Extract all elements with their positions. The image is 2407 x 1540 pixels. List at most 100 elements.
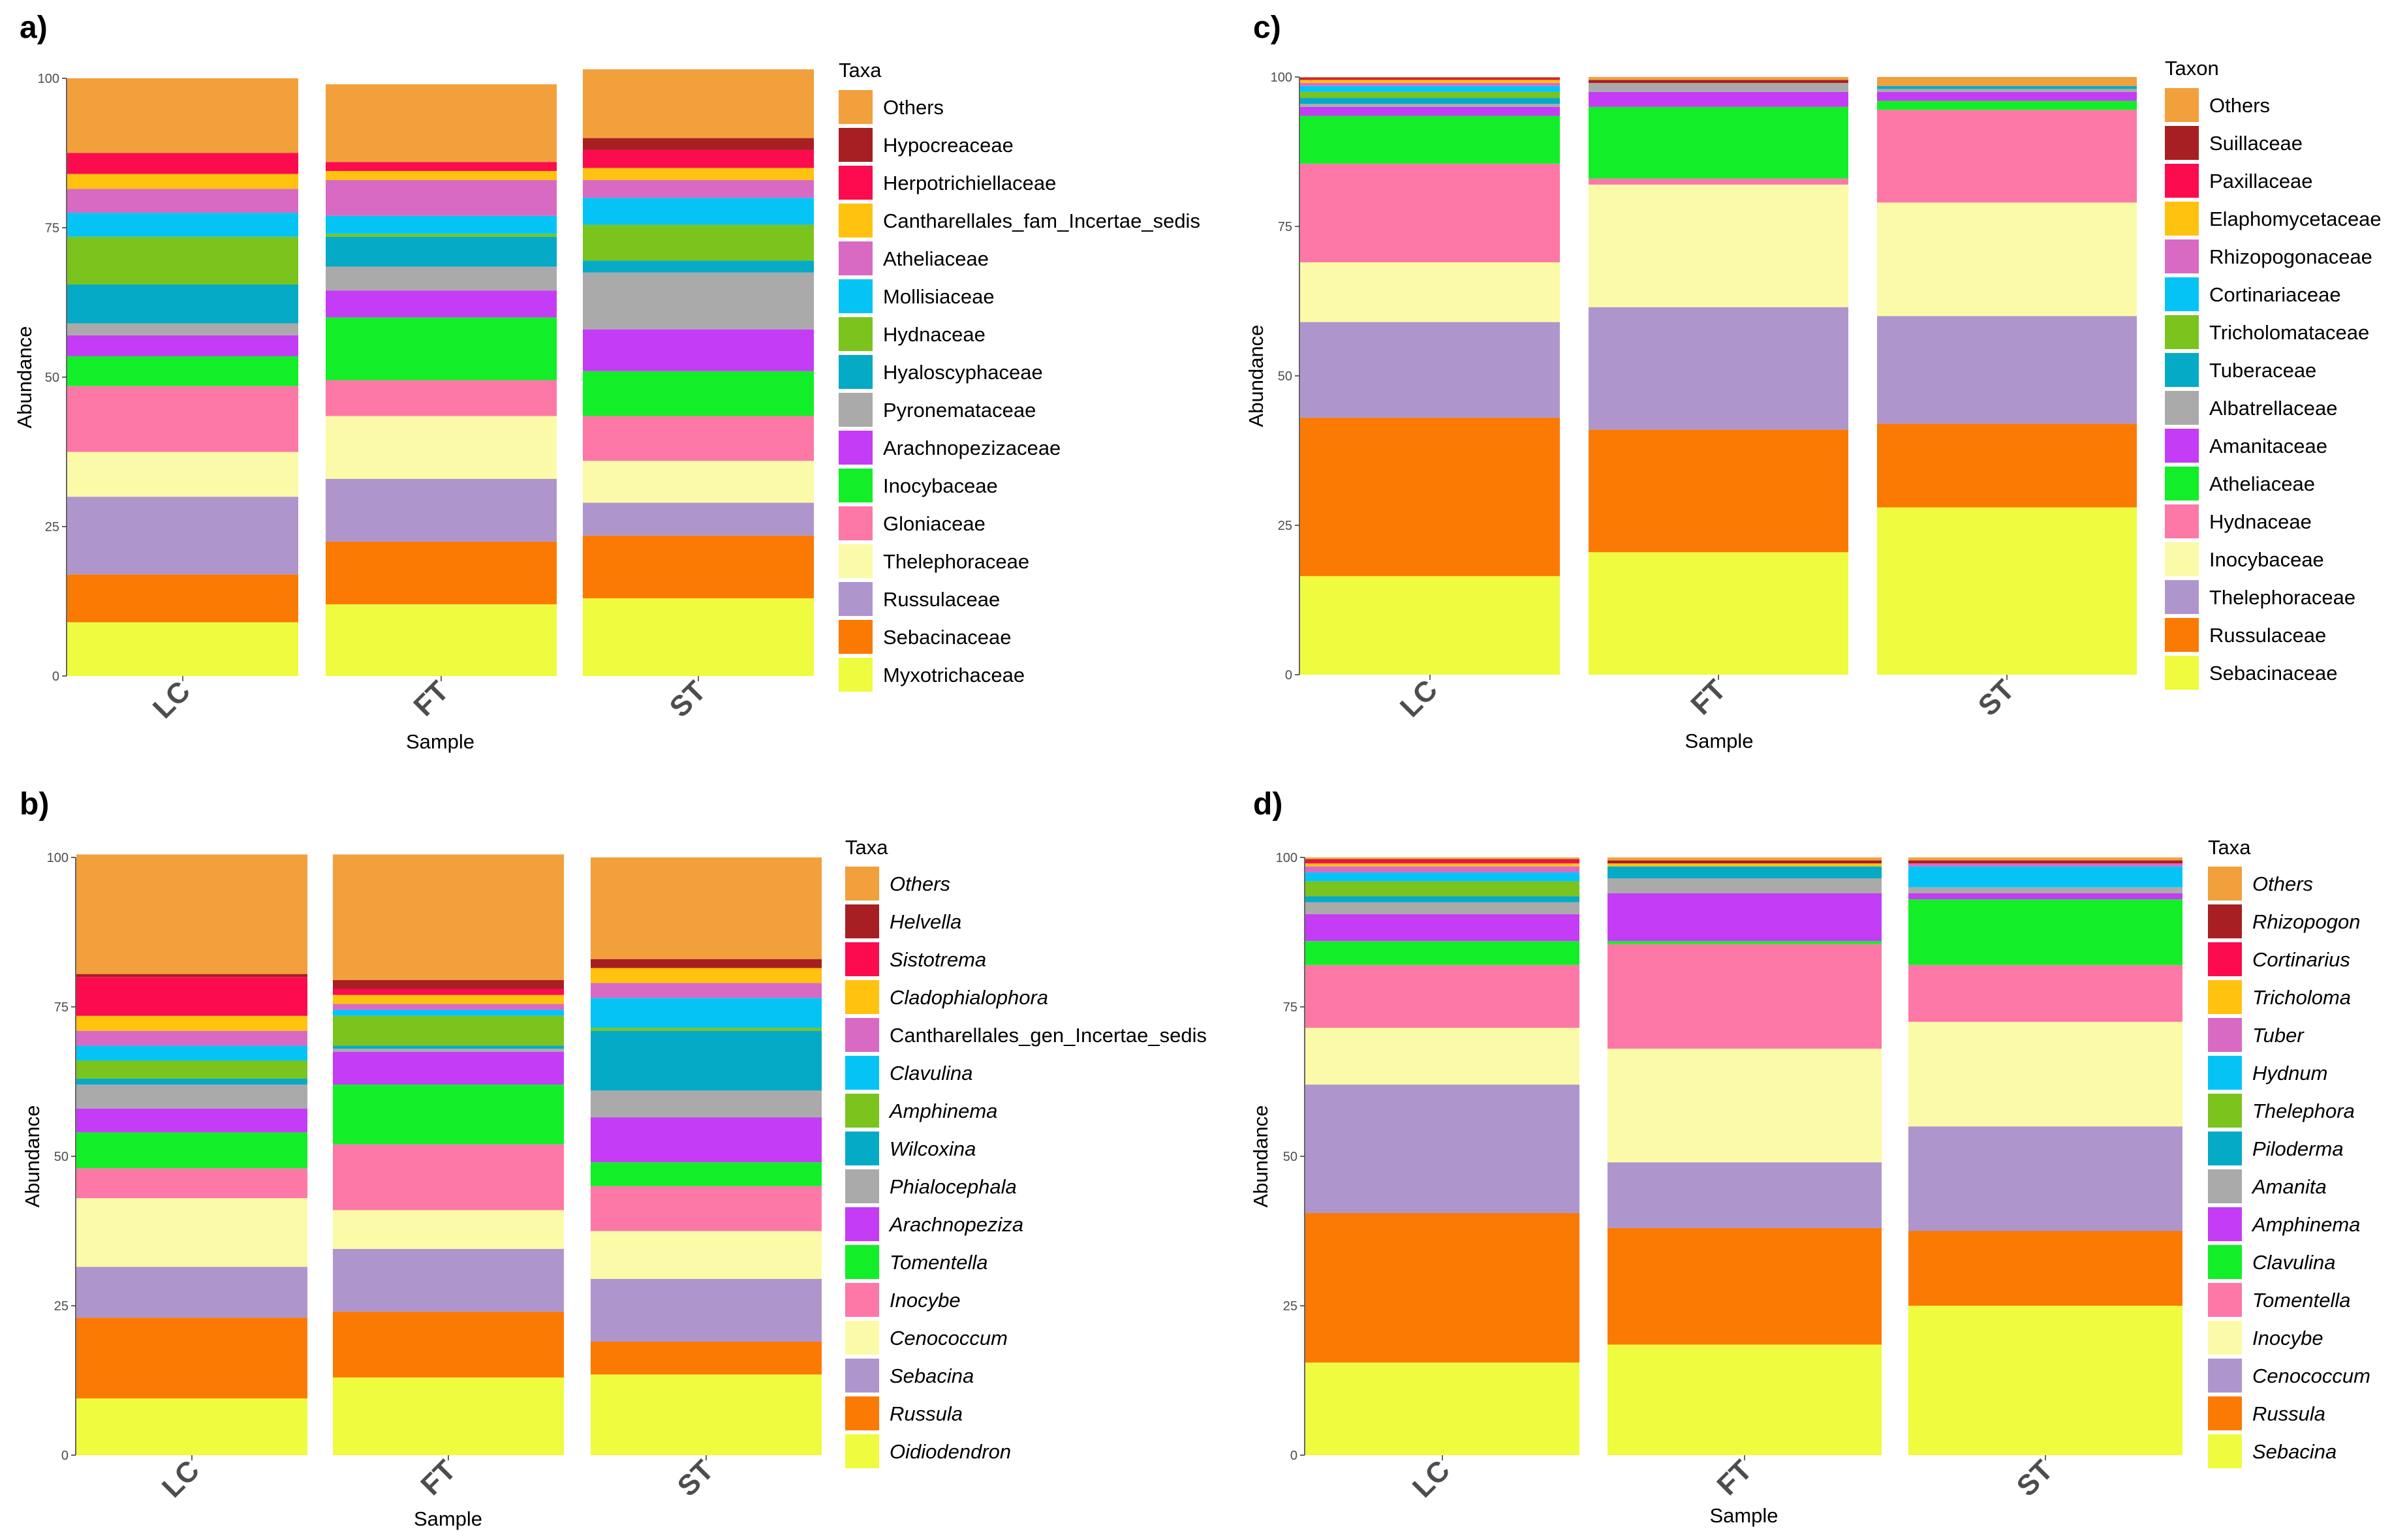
y-tick-label: 50 — [54, 1150, 69, 1164]
legend-swatch — [2165, 239, 2199, 273]
bar-segment-ST-russulaceae — [583, 502, 814, 536]
bar-segment-ST-pyronemataceae — [583, 272, 814, 330]
bar-segment-LC-russula — [76, 1317, 307, 1398]
bar-segment-LC-amanitaceae — [1300, 106, 1560, 116]
bar-segment-LC-pyronemataceae — [67, 323, 298, 335]
legend-swatch — [2165, 391, 2199, 425]
bar-segment-ST-cenococcum — [591, 1231, 822, 1279]
y-tick-label: 75 — [54, 1000, 69, 1015]
bar-segment-FT-clavulina — [1607, 941, 1882, 944]
bar-segment-FT-piloderma — [1607, 866, 1882, 879]
bar-segment-FT-albatrellaceae — [1589, 83, 1848, 92]
bar-segment-FT-russula — [1607, 1227, 1882, 1345]
bar-segment-FT-herpotrichiellaceae — [326, 162, 557, 171]
y-tick-label: 0 — [1285, 668, 1292, 683]
bar-segment-LC-cenococcum — [76, 1198, 307, 1267]
bar-segment-ST-tuberaceae — [1877, 85, 2137, 89]
bar-segment-LC-tricholoma — [1305, 863, 1579, 867]
legend-swatch — [845, 1359, 879, 1393]
y-tick-label: 25 — [45, 520, 59, 534]
legend-entry: Hypocreaceae — [883, 134, 1014, 157]
bar-segment-FT-hyaloscyphaceae — [326, 236, 557, 267]
bar-segment-LC-mollisiaceae — [67, 213, 298, 237]
legend-entry: Cladophialophora — [890, 986, 1048, 1009]
y-tick-label: 75 — [45, 221, 59, 236]
x-tick-label: LC — [156, 1454, 206, 1503]
bar-segment-ST-amphinema — [591, 1028, 822, 1031]
legend-title: Taxa — [2208, 836, 2251, 859]
bar-segment-FT-sebacinaceae — [326, 541, 557, 605]
bar-segment-LC-oidiodendron — [76, 1398, 307, 1455]
bar-segment-ST-atheliaceae — [1877, 100, 2137, 110]
bar-segment-LC-sebacinaceae — [67, 574, 298, 623]
legend-entry: Atheliaceae — [883, 247, 989, 270]
x-tick-label: FT — [1685, 673, 1732, 721]
bar-segment-LC-tomentella — [76, 1132, 307, 1169]
legend-entry: Russula — [2252, 1402, 2325, 1425]
legend-swatch — [845, 942, 879, 976]
bar-segment-FT-oidiodendron — [333, 1377, 564, 1455]
bar-segment-LC-amphinema — [76, 1060, 307, 1079]
bar-segment-ST-tomentella — [1908, 964, 2182, 1022]
bar-segment-ST-albatrellaceae — [1877, 89, 2137, 92]
bar-segment-LC-herpotrichiellaceae — [67, 153, 298, 174]
legend-entry: Sebacina — [2252, 1440, 2337, 1463]
bar-segment-LC-cantharellales-gen-incertae-sedis — [76, 1030, 307, 1046]
bar-segment-FT-inocybaceae — [326, 317, 557, 380]
legend-entry: Russulaceae — [2209, 624, 2326, 647]
legend-swatch — [2208, 1283, 2242, 1317]
x-tick-label: ST — [1972, 673, 2021, 722]
bar-segment-LC-russula — [1305, 1213, 1579, 1363]
legend-entry: Atheliaceae — [2209, 472, 2315, 495]
y-tick-label: 25 — [54, 1299, 69, 1314]
bar-segment-ST-sebacinaceae — [1877, 507, 2137, 675]
bar-segment-ST-tuber — [1908, 863, 2182, 867]
legend-entry: Hydnaceae — [883, 323, 986, 346]
y-tick-label: 25 — [1283, 1299, 1297, 1314]
legend-swatch — [845, 1434, 879, 1468]
bar-segment-ST-oidiodendron — [591, 1374, 822, 1455]
bar-segment-ST-helvella — [591, 959, 822, 968]
x-tick-label: FT — [407, 675, 455, 722]
bar-segment-ST-others — [1877, 77, 2137, 86]
bar-segment-ST-arachnopeziza — [591, 1117, 822, 1163]
legend-swatch — [2165, 429, 2199, 463]
bar-segment-FT-others — [1589, 77, 1848, 80]
bar-segment-FT-sebacinaceae — [1589, 552, 1848, 675]
legend-swatch — [2165, 202, 2199, 236]
y-tick-label: 25 — [1278, 519, 1292, 533]
bar-segment-ST-hydnaceae — [1877, 110, 2137, 203]
legend-swatch — [839, 582, 873, 616]
legend-title: Taxon — [2165, 57, 2219, 80]
legend-swatch — [839, 279, 873, 313]
bar-segment-ST-cladophialophora — [591, 968, 822, 983]
legend-swatch — [2165, 164, 2199, 198]
bar-segment-LC-cortinarius — [1305, 860, 1579, 864]
legend-entry: Others — [2252, 872, 2313, 895]
legend-entry: Inocybaceae — [2209, 548, 2324, 571]
legend-swatch — [2165, 277, 2199, 311]
bar-segment-LC-gloniaceae — [67, 386, 298, 452]
bar-segment-ST-russula — [1908, 1231, 2182, 1306]
legend-swatch — [845, 980, 879, 1014]
y-tick-label: 75 — [1283, 1000, 1297, 1015]
panel-label: d) — [1253, 787, 1282, 822]
bar-segment-LC-paxillaceae — [1300, 78, 1560, 80]
x-axis-title: Sample — [406, 730, 474, 753]
legend-entry: Sistotrema — [890, 948, 986, 971]
bar-segment-LC-sebacinaceae — [1300, 576, 1560, 675]
legend-swatch — [839, 317, 873, 351]
bar-segment-LC-sistotrema — [76, 977, 307, 1016]
bar-segment-LC-phialocephala — [76, 1085, 307, 1109]
bar-segment-FT-atheliaceae — [1589, 106, 1848, 179]
bar-segment-LC-others — [67, 78, 298, 153]
y-tick-label: 0 — [52, 670, 59, 684]
bar-segment-LC-others — [76, 854, 307, 974]
bar-segment-LC-inocybaceae — [67, 356, 298, 386]
panel-label: c) — [1253, 10, 1281, 45]
bar-segment-LC-cantharellales-fam-incertae-sedis — [67, 174, 298, 189]
legend-swatch — [2208, 904, 2242, 938]
